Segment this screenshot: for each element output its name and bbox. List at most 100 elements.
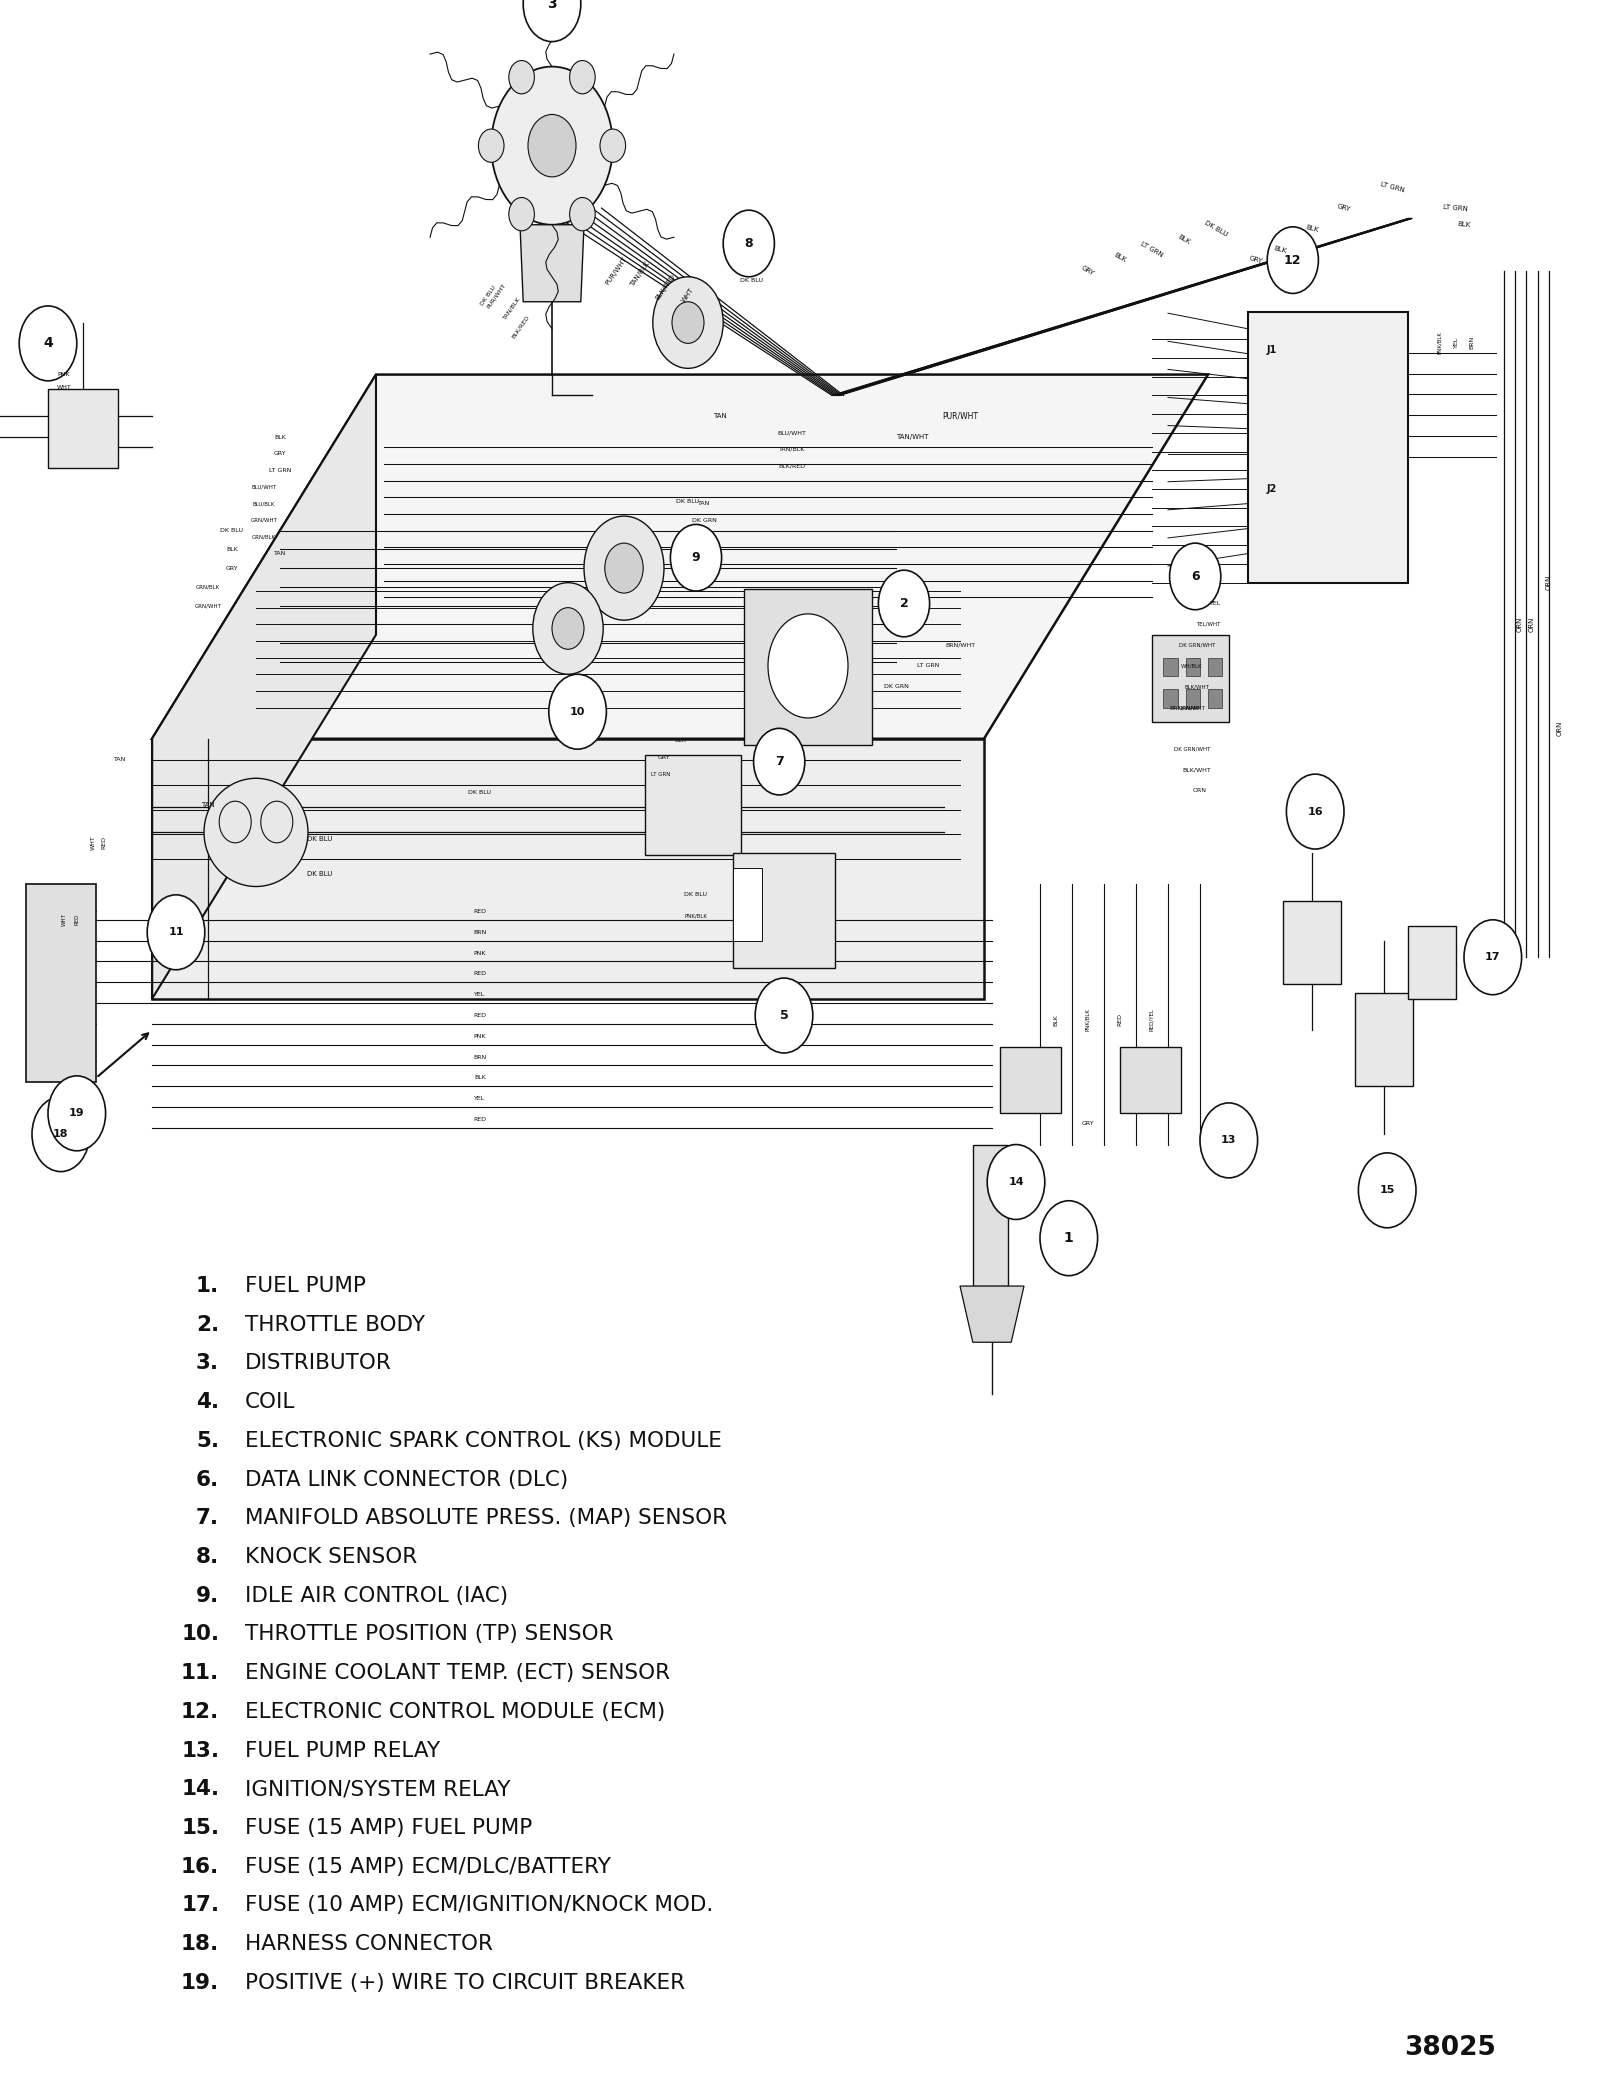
Text: DK GRN: DK GRN — [691, 518, 717, 522]
Circle shape — [1358, 1153, 1416, 1228]
Text: 6.: 6. — [195, 1469, 219, 1490]
Text: FUSE (15 AMP) FUEL PUMP: FUSE (15 AMP) FUEL PUMP — [245, 1819, 533, 1838]
Text: J2: J2 — [1267, 485, 1277, 493]
Circle shape — [1267, 227, 1318, 293]
Text: BLK: BLK — [1458, 221, 1470, 229]
Text: 12: 12 — [1285, 254, 1301, 266]
Text: 19: 19 — [69, 1109, 85, 1117]
Text: ORN: ORN — [1517, 616, 1523, 633]
Text: THROTTLE POSITION (TP) SENSOR: THROTTLE POSITION (TP) SENSOR — [245, 1625, 613, 1644]
Circle shape — [878, 570, 930, 637]
Text: 8: 8 — [744, 237, 754, 250]
Text: ORN/WHT: ORN/WHT — [1179, 705, 1205, 710]
Text: GRN/BLK: GRN/BLK — [251, 535, 277, 539]
Bar — [1152, 635, 1229, 722]
Text: FUEL PUMP RELAY: FUEL PUMP RELAY — [245, 1740, 440, 1761]
Text: DK BLU: DK BLU — [221, 529, 243, 533]
Text: DATA LINK CONNECTOR (DLC): DATA LINK CONNECTOR (DLC) — [245, 1469, 568, 1490]
Text: 5: 5 — [779, 1009, 789, 1022]
Text: PNK/BLK: PNK/BLK — [1437, 331, 1443, 354]
Circle shape — [672, 302, 704, 343]
Text: BLK: BLK — [1306, 225, 1318, 233]
Text: LT GRN: LT GRN — [651, 772, 670, 776]
Text: PNK: PNK — [474, 951, 486, 955]
Circle shape — [768, 614, 848, 718]
Text: 2.: 2. — [195, 1315, 219, 1334]
Text: 38025: 38025 — [1405, 2035, 1496, 2060]
Text: DK BLU: DK BLU — [307, 837, 333, 841]
Text: 13.: 13. — [181, 1740, 219, 1761]
Text: BLK/WHT: BLK/WHT — [1182, 768, 1211, 772]
Bar — [1163, 689, 1178, 708]
Text: BLK: BLK — [274, 435, 286, 439]
Text: GRY: GRY — [1082, 1122, 1094, 1126]
Text: PUR/WHT: PUR/WHT — [942, 412, 978, 420]
Bar — [645, 755, 741, 855]
Text: TAN: TAN — [202, 803, 214, 807]
Bar — [1000, 1047, 1061, 1113]
Text: GRN/WHT: GRN/WHT — [251, 518, 277, 522]
Text: ORN: ORN — [1194, 789, 1206, 793]
Polygon shape — [520, 225, 584, 302]
Text: 1.: 1. — [195, 1276, 219, 1296]
Text: 13: 13 — [1221, 1136, 1237, 1145]
Text: DK GRN: DK GRN — [883, 685, 909, 689]
Text: 11: 11 — [168, 928, 184, 936]
Text: DK GRN/WHT: DK GRN/WHT — [1179, 643, 1214, 647]
Text: DISTRIBUTOR: DISTRIBUTOR — [245, 1353, 392, 1373]
Circle shape — [48, 1076, 106, 1151]
Text: 19.: 19. — [181, 1973, 219, 1994]
Text: 7: 7 — [774, 755, 784, 768]
Bar — [973, 1145, 1008, 1286]
Circle shape — [491, 67, 613, 225]
Circle shape — [1464, 920, 1522, 995]
Text: BLU/BLK: BLU/BLK — [253, 502, 275, 506]
Circle shape — [19, 306, 77, 381]
Bar — [1408, 926, 1456, 999]
Bar — [1120, 1047, 1181, 1113]
Text: BLK: BLK — [1053, 1013, 1059, 1026]
Circle shape — [755, 978, 813, 1053]
Text: 16: 16 — [1307, 807, 1323, 816]
Text: TAN: TAN — [114, 757, 126, 762]
Circle shape — [754, 728, 805, 795]
Bar — [1163, 658, 1178, 676]
Bar — [26, 884, 96, 1082]
Text: WH/BLK: WH/BLK — [1181, 664, 1203, 668]
Polygon shape — [960, 1286, 1024, 1342]
Text: 3.: 3. — [197, 1353, 219, 1373]
Text: DK GRN/WHT: DK GRN/WHT — [1174, 747, 1210, 751]
Circle shape — [1286, 774, 1344, 849]
Bar — [1355, 993, 1413, 1086]
Text: ENGINE COOLANT TEMP. (ECT) SENSOR: ENGINE COOLANT TEMP. (ECT) SENSOR — [245, 1663, 670, 1684]
Text: LT GRN: LT GRN — [1379, 181, 1405, 194]
Text: WHT: WHT — [61, 914, 67, 926]
Text: 11.: 11. — [181, 1663, 219, 1684]
Circle shape — [570, 60, 595, 94]
Ellipse shape — [205, 778, 307, 887]
Text: 6: 6 — [1190, 570, 1200, 583]
Text: MANIFOLD ABSOLUTE PRESS. (MAP) SENSOR: MANIFOLD ABSOLUTE PRESS. (MAP) SENSOR — [245, 1509, 726, 1527]
Text: 9: 9 — [691, 551, 701, 564]
Text: BLU/WHT: BLU/WHT — [778, 431, 806, 435]
Text: PNK/BLK: PNK/BLK — [685, 914, 707, 918]
Circle shape — [523, 0, 581, 42]
Text: DK BLU: DK BLU — [469, 791, 491, 795]
Text: PNK/BLK: PNK/BLK — [1085, 1009, 1091, 1030]
Circle shape — [1170, 543, 1221, 610]
Text: WHT: WHT — [682, 287, 694, 304]
Text: ELECTRONIC SPARK CONTROL (KS) MODULE: ELECTRONIC SPARK CONTROL (KS) MODULE — [245, 1432, 722, 1450]
Bar — [733, 868, 762, 941]
Text: BLK: BLK — [1274, 246, 1286, 254]
Text: TAN/BLK: TAN/BLK — [629, 260, 651, 289]
Text: 15.: 15. — [181, 1819, 219, 1838]
Circle shape — [605, 543, 643, 593]
Text: RED: RED — [101, 837, 107, 849]
Text: BRN/WHT: BRN/WHT — [946, 643, 974, 647]
Text: RED: RED — [474, 972, 486, 976]
Text: 4: 4 — [43, 337, 53, 350]
Text: LT GRN: LT GRN — [269, 468, 291, 472]
Text: 7.: 7. — [197, 1509, 219, 1527]
Polygon shape — [152, 375, 376, 999]
Text: BRN: BRN — [474, 1055, 486, 1059]
